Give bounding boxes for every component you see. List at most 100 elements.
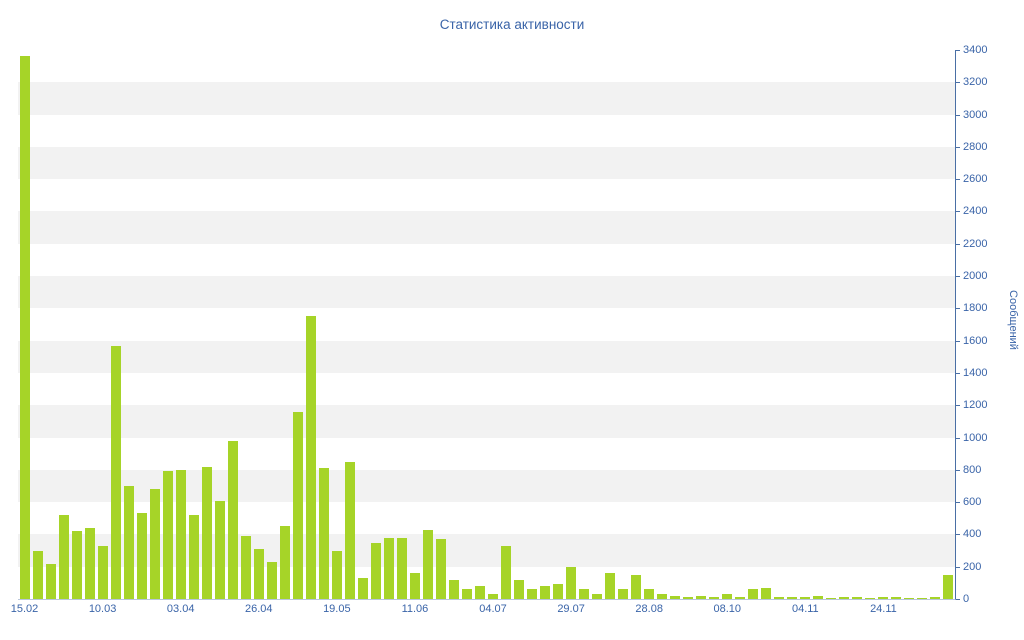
bar: [605, 573, 616, 599]
y-tick-mark: [956, 82, 960, 84]
bar: [435, 539, 446, 599]
bar: [618, 589, 629, 599]
y-tick-mark: [956, 211, 960, 213]
bar: [175, 469, 186, 599]
bar: [292, 411, 303, 599]
stripe-layer: [18, 50, 955, 599]
y-tick-mark: [956, 469, 960, 471]
bar: [266, 561, 277, 599]
bar: [631, 574, 642, 599]
bar: [540, 586, 551, 599]
x-tick-label: 15.02: [10, 603, 39, 615]
bar: [214, 500, 225, 599]
y-tick-label: 3400: [963, 44, 988, 56]
plot-stripe: [18, 50, 955, 83]
bar: [474, 586, 485, 599]
y-tick-mark: [956, 340, 960, 342]
bar: [383, 537, 394, 599]
bar: [566, 566, 577, 599]
bar: [865, 598, 876, 599]
bar: [149, 489, 160, 599]
bar: [409, 573, 420, 599]
y-tick-label: 2800: [963, 140, 988, 153]
bar: [761, 587, 772, 599]
y-tick-label: 800: [963, 463, 982, 476]
x-tick-label: 11.06: [401, 603, 429, 615]
bar: [657, 594, 668, 599]
y-tick-mark: [956, 243, 960, 245]
bar: [527, 589, 538, 599]
bar: [644, 589, 655, 599]
bar: [279, 526, 290, 599]
x-tick-label: 03.04: [166, 603, 195, 615]
x-tick-label: 08.10: [713, 603, 742, 615]
x-tick-label: 28.08: [635, 603, 663, 615]
plot-stripe: [18, 340, 955, 373]
y-tick-label: 1600: [963, 334, 988, 347]
plot-stripe: [18, 372, 955, 406]
plot-stripe: [18, 276, 955, 309]
y-tick-label: 3000: [963, 108, 988, 121]
bar: [891, 596, 902, 599]
bar: [943, 574, 954, 599]
bar: [110, 345, 121, 599]
x-tick-label: 24.11: [870, 603, 897, 615]
x-tick-label: 29.07: [557, 603, 585, 615]
bar: [748, 589, 759, 599]
plot-stripe: [18, 146, 955, 180]
bar: [461, 589, 472, 599]
plot-stripe: [18, 114, 955, 147]
bar: [826, 598, 837, 599]
y-tick-label: 3200: [963, 76, 988, 89]
plot-stripe: [18, 437, 955, 470]
y-tick-label: 1400: [963, 366, 988, 379]
y-tick-label: 2200: [963, 237, 988, 250]
bar: [19, 56, 30, 599]
y-tick-mark: [956, 566, 960, 568]
y-tick-label: 0: [963, 593, 970, 605]
y-tick-label: 2000: [963, 270, 988, 283]
x-tick-label: 04.11: [791, 603, 819, 615]
bar: [852, 596, 863, 599]
bar: [344, 461, 355, 599]
bar: [162, 471, 173, 599]
bar: [71, 531, 82, 599]
bar: [123, 485, 134, 599]
bar: [253, 548, 264, 599]
y-tick-label: 400: [963, 528, 982, 541]
y-tick-mark: [956, 599, 960, 600]
plot-stripe: [18, 243, 955, 277]
x-tick-label: 19.05: [323, 603, 351, 615]
bar: [735, 596, 746, 599]
plot-stripe: [18, 308, 955, 341]
y-axis-title: Сообщений: [1007, 290, 1019, 350]
bar: [84, 527, 95, 599]
bar: [136, 513, 147, 599]
y-tick-label: 1200: [963, 399, 988, 412]
bar: [553, 584, 564, 599]
bar: [448, 579, 459, 599]
plot-stripe: [18, 534, 955, 567]
bar: [514, 579, 525, 599]
bar: [800, 597, 811, 599]
plot-stripe: [18, 502, 955, 535]
y-tick-mark: [956, 308, 960, 310]
y-tick-label: 200: [963, 560, 982, 573]
y-tick-mark: [956, 437, 960, 439]
bar: [331, 550, 342, 599]
bar: [370, 542, 381, 599]
bar: [904, 598, 915, 599]
y-tick-label: 1000: [963, 431, 988, 444]
y-tick-label: 600: [963, 496, 982, 509]
bar: [422, 529, 433, 599]
bar: [201, 466, 212, 599]
y-tick-mark: [956, 50, 960, 51]
y-tick-label: 2600: [963, 173, 988, 186]
bar: [32, 550, 43, 599]
bar: [696, 595, 707, 599]
y-tick-label: 1800: [963, 302, 988, 315]
plot-stripe: [18, 211, 955, 244]
bar: [878, 597, 889, 599]
y-tick-label: 2400: [963, 205, 988, 218]
